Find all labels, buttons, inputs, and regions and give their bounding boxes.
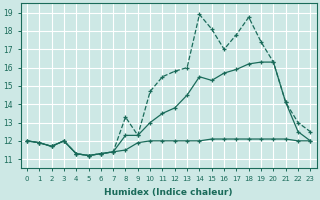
X-axis label: Humidex (Indice chaleur): Humidex (Indice chaleur) <box>104 188 233 197</box>
